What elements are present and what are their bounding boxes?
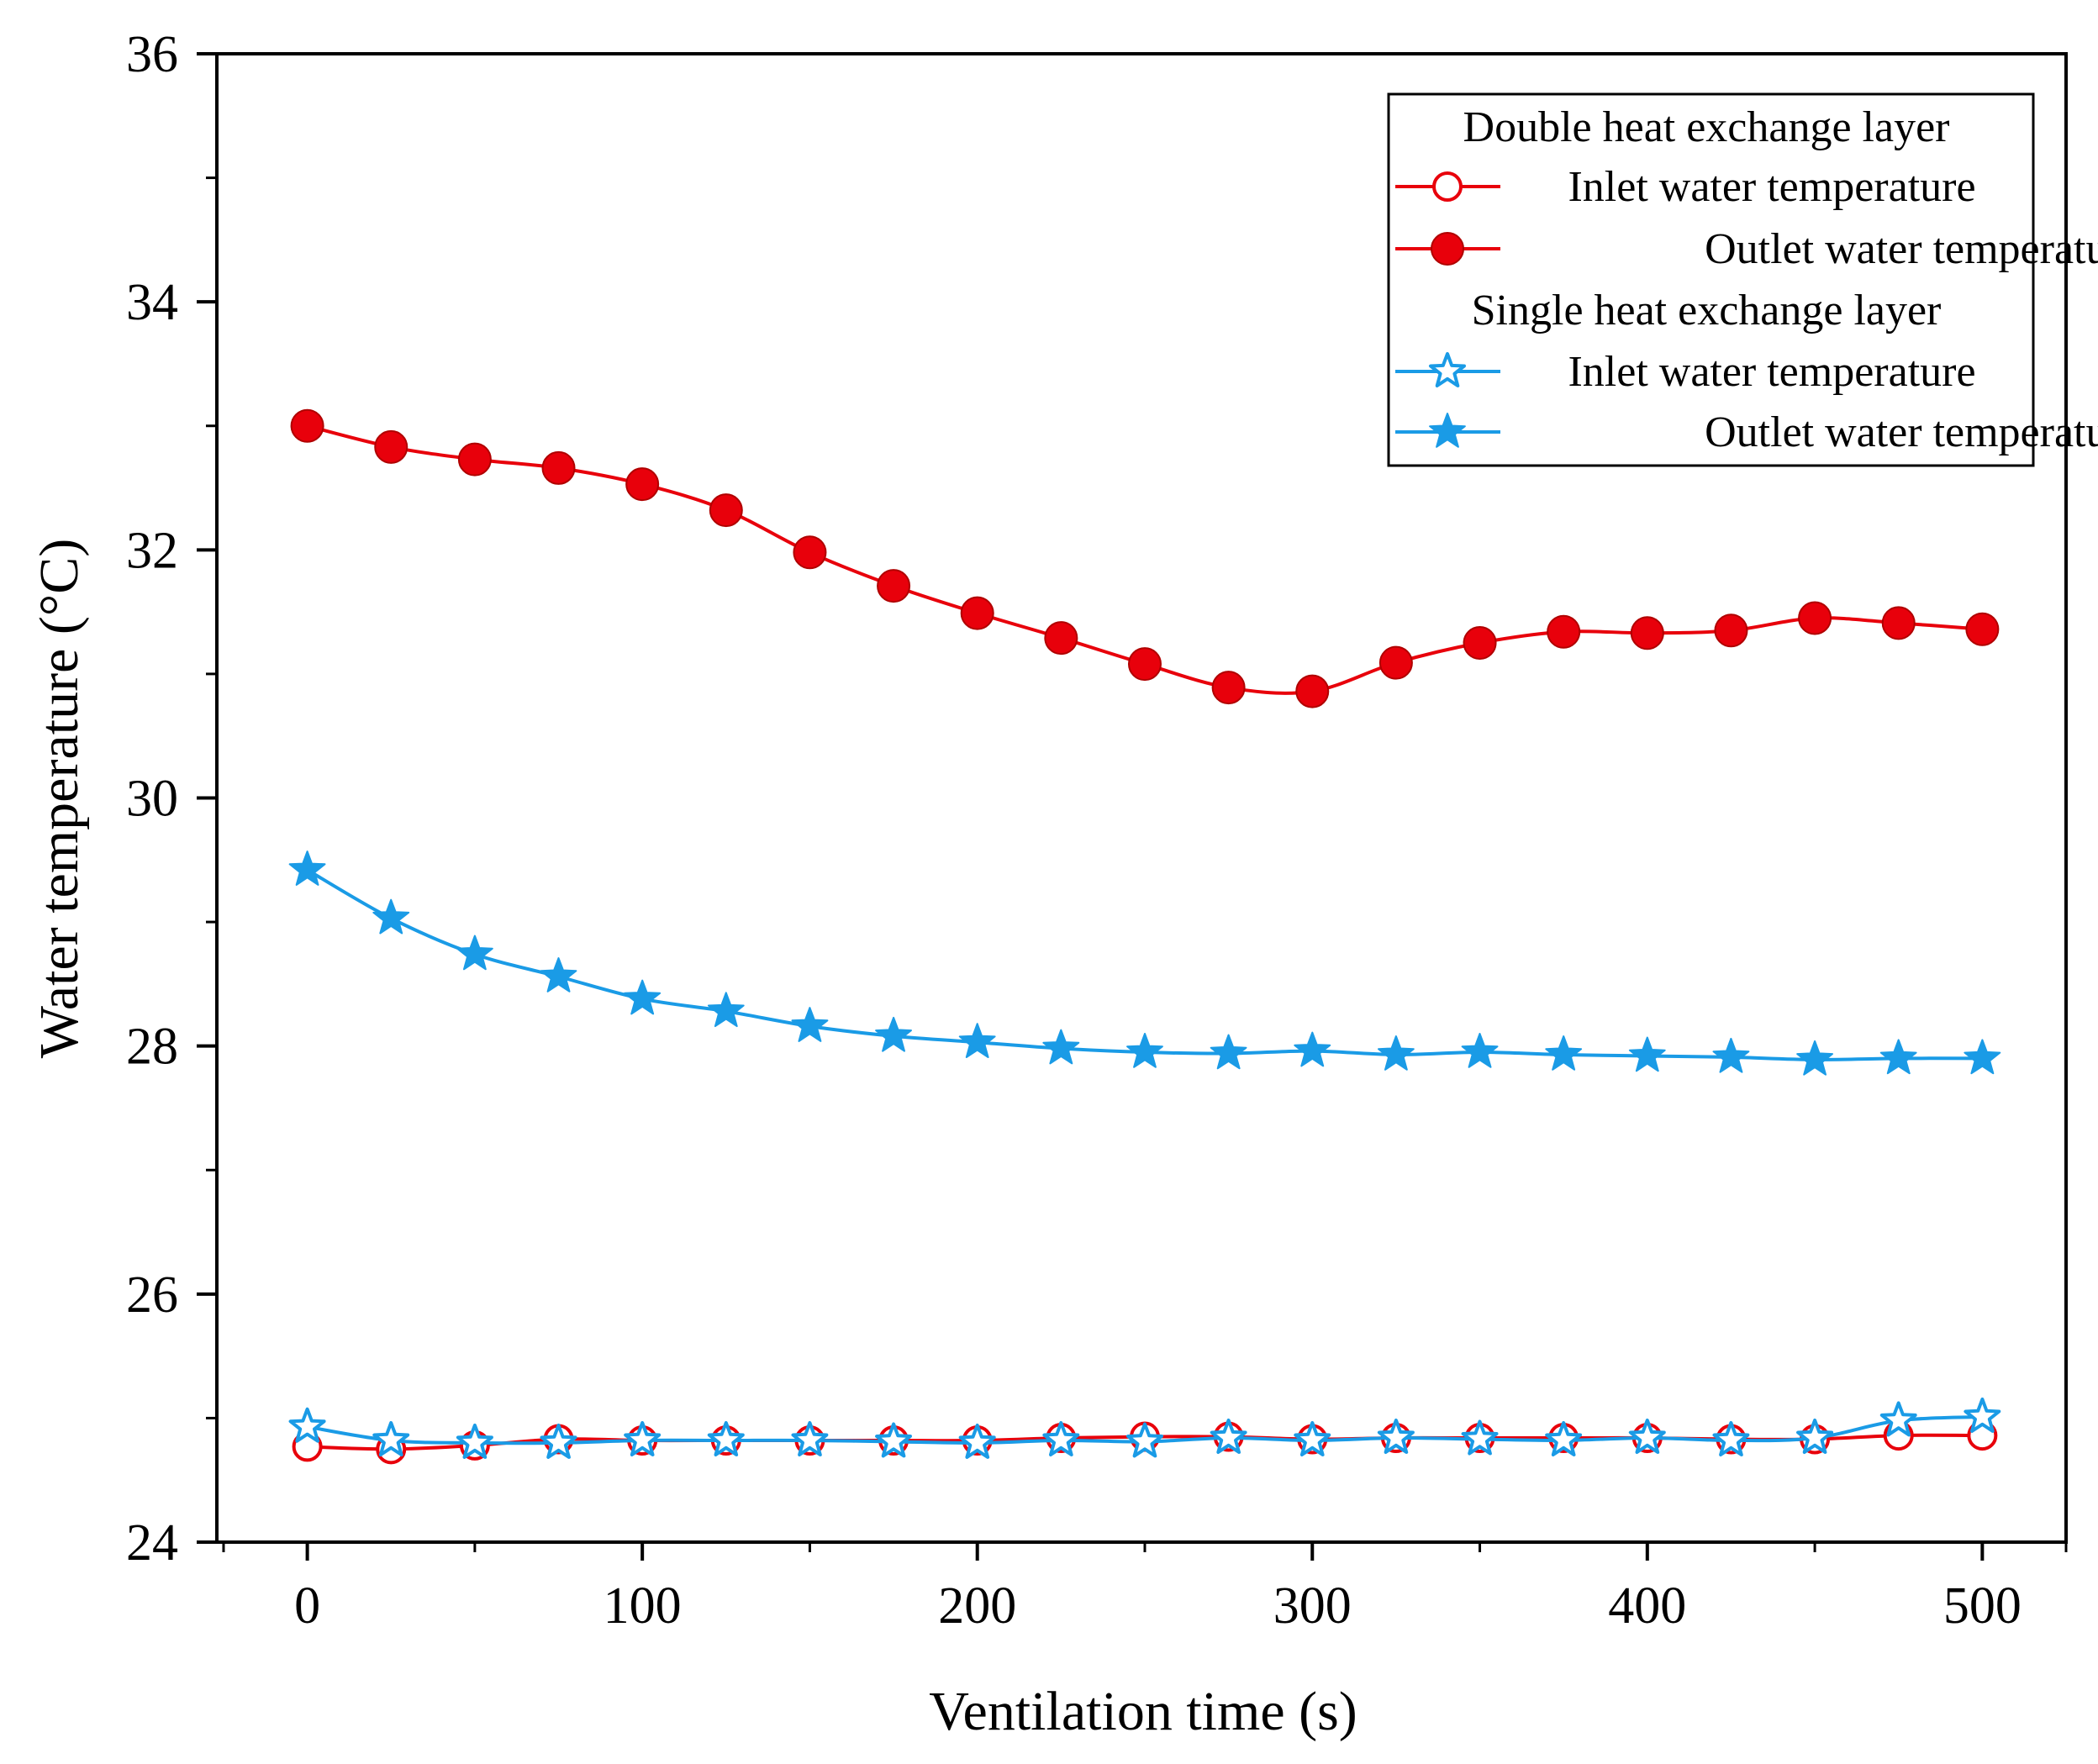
data-point-2-1	[1879, 1401, 1917, 1437]
data-point-2-1	[1377, 1419, 1415, 1454]
data-point-2-1	[1796, 1419, 1834, 1454]
x-tick-label: 0	[294, 1577, 320, 1635]
data-point-2-2	[1461, 1033, 1499, 1068]
legend: Double heat exchange layer Inlet water te…	[1387, 92, 2098, 467]
data-point-2-1	[288, 1407, 326, 1443]
data-point-1-2	[793, 535, 827, 570]
data-point-1-2	[290, 408, 324, 443]
data-point-1-2	[1630, 616, 1664, 650]
data-point-1-2	[457, 442, 492, 477]
data-point-1-2	[1378, 645, 1413, 680]
data-point-2-1	[1042, 1421, 1080, 1456]
data-point-1-2	[1547, 614, 1581, 649]
data-point-2-1	[1294, 1421, 1331, 1456]
y-tick-label: 36	[126, 26, 178, 83]
data-point-2-1	[1628, 1419, 1666, 1454]
data-point-2-2	[958, 1023, 996, 1058]
data-point-2-2	[456, 935, 493, 971]
data-point-1-2	[960, 596, 994, 630]
data-point-2-2	[1879, 1039, 1917, 1075]
data-point-2-2	[791, 1007, 829, 1042]
data-point-2-2	[540, 957, 577, 993]
legend-marker	[1429, 352, 1466, 387]
data-point-2-1	[707, 1421, 745, 1456]
y-tick-label: 28	[126, 1019, 178, 1076]
data-point-2-2	[1042, 1029, 1080, 1065]
y-axis-title: Water temperature (°C)	[29, 539, 90, 1058]
data-point-2-2	[1294, 1031, 1331, 1067]
data-point-2-1	[791, 1421, 829, 1456]
data-point-1-2	[1714, 613, 1748, 648]
data-point-2-1	[1461, 1419, 1499, 1456]
legend-entry-label: Outlet water temperature	[1705, 408, 2098, 456]
y-tick-label: 30	[126, 771, 178, 828]
data-point-1-2	[1798, 601, 1832, 635]
data-point-2-1	[1545, 1421, 1583, 1456]
legend-group-title: Double heat exchange layer	[1463, 103, 1950, 151]
y-tick-label: 24	[126, 1514, 178, 1572]
x-tick-label: 300	[1273, 1577, 1352, 1635]
series-layer	[288, 408, 2001, 1465]
data-point-1-2	[877, 569, 911, 603]
legend-marker	[1432, 171, 1463, 202]
y-tick-label: 34	[126, 274, 178, 331]
series-line-2-2	[306, 868, 1983, 1061]
data-point-2-1	[624, 1421, 662, 1456]
y-tick-label: 32	[126, 522, 178, 579]
data-point-2-1	[540, 1423, 577, 1459]
data-point-2-2	[1712, 1037, 1750, 1073]
data-point-2-1	[456, 1423, 493, 1459]
data-point-2-2	[707, 992, 745, 1028]
data-point-1-2	[709, 493, 743, 528]
data-point-2-1	[372, 1421, 410, 1456]
legend-marker	[1429, 413, 1466, 448]
data-point-2-1	[1210, 1419, 1247, 1454]
data-point-2-2	[624, 979, 662, 1015]
data-point-2-1	[1964, 1397, 2001, 1433]
data-point-1-2	[1127, 647, 1162, 682]
x-tick-label: 400	[1608, 1577, 1686, 1635]
data-point-1-2	[541, 450, 576, 485]
data-point-2-2	[1545, 1035, 1583, 1071]
axes-layer: 0 100 200 300 400 500 24 26 28 30 32 34 36	[126, 26, 2068, 1635]
data-point-2-2	[288, 850, 326, 886]
legend-entry-label: Inlet water temperature	[1568, 163, 1975, 211]
data-point-1-2	[374, 429, 409, 464]
y-tick-label: 26	[126, 1266, 178, 1324]
x-axis-title: Ventilation time (s)	[929, 1681, 1357, 1742]
data-point-2-2	[372, 898, 410, 935]
legend-group-title: Single heat exchange layer	[1472, 287, 1942, 334]
data-point-2-2	[1378, 1035, 1415, 1071]
data-point-2-1	[1712, 1421, 1750, 1456]
data-point-1-2	[1965, 612, 2000, 646]
legend-entry-label: Inlet water temperature	[1568, 348, 1975, 396]
data-point-1-2	[1044, 621, 1078, 656]
x-tick-label: 200	[938, 1577, 1016, 1635]
x-tick-label: 100	[604, 1577, 682, 1635]
data-point-2-2	[1628, 1036, 1666, 1072]
data-point-2-2	[1964, 1039, 2001, 1075]
data-point-1-2	[625, 467, 660, 502]
legend-box	[1387, 92, 2035, 467]
data-point-1-2	[1881, 606, 1916, 640]
data-point-1-2	[1211, 671, 1246, 705]
legend-marker	[1431, 232, 1464, 266]
data-point-2-2	[1126, 1033, 1163, 1068]
data-point-1-2	[1295, 674, 1330, 708]
data-point-2-2	[875, 1016, 912, 1052]
data-point-2-1	[875, 1422, 912, 1458]
x-tick-label: 500	[1943, 1577, 2022, 1635]
data-point-2-1	[1126, 1422, 1163, 1458]
legend-entry-label: Outlet water temperature	[1705, 225, 2098, 273]
data-point-2-2	[1796, 1040, 1833, 1076]
data-point-1-2	[1463, 626, 1497, 661]
data-point-2-2	[1210, 1034, 1247, 1070]
data-point-2-1	[958, 1423, 996, 1459]
